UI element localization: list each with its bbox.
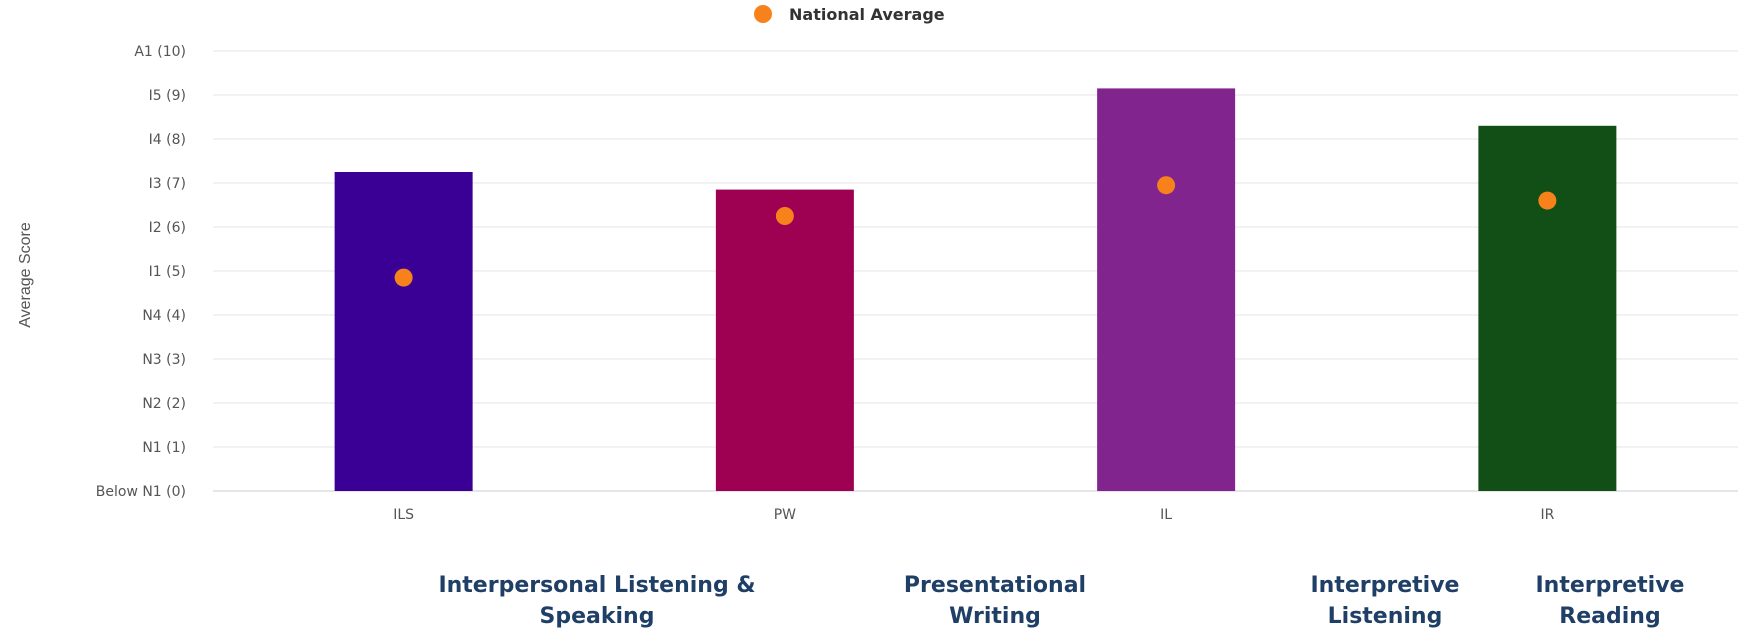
y-tick-label: N3 (3) (142, 352, 186, 368)
category-description: Presentational Writing (903, 573, 1087, 629)
x-tick-label: IL (1160, 507, 1172, 523)
y-tick-label: Below N1 (0) (96, 484, 186, 500)
y-tick-label: A1 (10) (134, 44, 186, 60)
y-tick-label: I3 (7) (149, 176, 186, 192)
x-axis-ticks: ILS PW IL IR (393, 507, 1554, 523)
legend-label: National Average (789, 5, 945, 24)
bar-ir[interactable] (1478, 125, 1617, 492)
bars (334, 88, 1617, 492)
category-description: Interpretive Reading (1535, 573, 1685, 629)
legend-marker (754, 5, 772, 23)
national-average-point-ils[interactable] (394, 268, 413, 287)
national-average-point-il[interactable] (1157, 176, 1176, 195)
y-axis-ticks: Below N1 (0) N1 (1) N2 (2) N3 (3) N4 (4) I1 (… (96, 44, 186, 500)
y-tick-label: N1 (1) (142, 440, 186, 456)
y-axis-label: Average Score (17, 222, 34, 328)
y-tick-label: N2 (2) (142, 396, 186, 412)
y-tick-label: I1 (5) (149, 264, 186, 280)
bar-il[interactable] (1097, 88, 1236, 492)
national-average-point-pw[interactable] (775, 207, 794, 225)
x-tick-label: ILS (393, 507, 414, 523)
legend[interactable]: National Average (754, 5, 945, 24)
y-tick-label: I2 (6) (149, 220, 186, 236)
category-description: Interpersonal Listening & Speaking (438, 573, 756, 629)
bar-ils[interactable] (334, 172, 473, 491)
bar-pw[interactable] (715, 189, 854, 491)
x-tick-label: PW (774, 507, 796, 523)
y-tick-label: N4 (4) (142, 308, 186, 324)
x-tick-label: IR (1540, 507, 1554, 523)
national-average-point-ir[interactable] (1538, 191, 1557, 210)
y-tick-label: I5 (9) (149, 88, 186, 104)
national-average-markers (394, 176, 1557, 287)
y-tick-label: I4 (8) (149, 132, 186, 148)
category-description: Interpretive Listening (1310, 573, 1460, 629)
